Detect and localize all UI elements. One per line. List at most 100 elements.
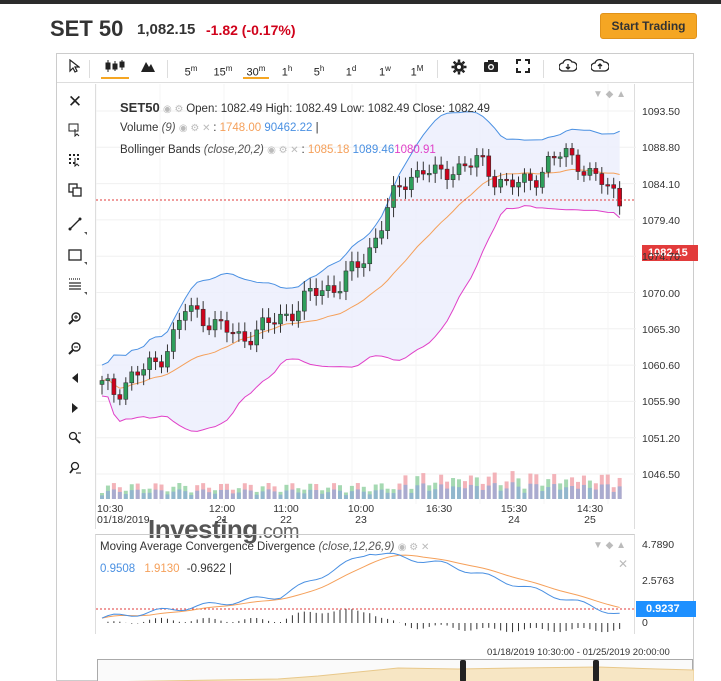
start-trading-button[interactable]: Start Trading bbox=[600, 13, 697, 39]
price-axis-label: 1046.50 bbox=[642, 469, 680, 481]
macd-signal-value: 1.9130 bbox=[144, 563, 180, 575]
macd-panel-controls-icon[interactable]: ▼ ◆ ▲ bbox=[593, 540, 627, 551]
rectangle-icon[interactable] bbox=[65, 246, 85, 266]
macd-legend: Moving Average Convergence Divergence (c… bbox=[100, 541, 429, 553]
fullscreen-icon[interactable] bbox=[513, 59, 533, 79]
last-price: 1,082.15 bbox=[137, 21, 196, 38]
navigator-canvas bbox=[127, 666, 694, 681]
interval-1h[interactable]: 1h bbox=[281, 64, 293, 79]
price-chart[interactable]: Investing.com SET50 ◉ ⚙ Open: 1082.49 Hi… bbox=[95, 84, 636, 544]
price-axis-label: 1088.80 bbox=[642, 142, 680, 155]
volume-value-1: 1748.00 bbox=[219, 122, 262, 134]
trendline-icon[interactable] bbox=[65, 216, 85, 236]
legend-bollinger: Bollinger Bands (close,20,2) ◉ ⚙ ✕ : 108… bbox=[120, 144, 436, 156]
chart-widget: 5m 15m 30m 1h 5h 1d 1w 1M ✕ bbox=[56, 53, 698, 681]
bb-value-upper: 1089.46 bbox=[352, 144, 395, 156]
macd-panel[interactable]: Moving Average Convergence Divergence (c… bbox=[95, 534, 636, 634]
cloud-download-icon[interactable] bbox=[557, 58, 579, 79]
submenu-triangle-icon bbox=[84, 262, 87, 265]
interval-1w[interactable]: 1w bbox=[379, 64, 391, 79]
macd-axis-label: 0 bbox=[642, 617, 648, 629]
chart-toolbar: 5m 15m 30m 1h 5h 1d 1w 1M bbox=[57, 54, 693, 83]
bb-param: (close,20,2) bbox=[203, 144, 264, 156]
submenu-triangle-icon bbox=[84, 232, 87, 235]
macd-param: (close,12,26,9) bbox=[318, 541, 395, 553]
navigator-left-handle[interactable] bbox=[460, 660, 466, 681]
submenu-triangle-icon bbox=[84, 292, 87, 295]
settings-gear-icon[interactable] bbox=[449, 59, 469, 79]
interval-15m[interactable]: 15m bbox=[213, 64, 233, 79]
navigator-right-handle[interactable] bbox=[593, 660, 599, 681]
macd-axis-label: 4.7890 bbox=[642, 539, 675, 551]
fibonacci-lines-icon[interactable] bbox=[65, 276, 85, 296]
copy-icon[interactable] bbox=[65, 182, 85, 202]
time-axis-label: 12:00 21 bbox=[208, 503, 236, 526]
area-chart-icon[interactable] bbox=[137, 59, 159, 79]
zoom-reset-icon[interactable] bbox=[65, 460, 85, 480]
price-axis-label: 1060.60 bbox=[642, 360, 680, 373]
eye-icon[interactable]: ◉ ⚙ ✕ bbox=[267, 145, 302, 156]
close-x-icon[interactable]: ✕ bbox=[67, 92, 83, 111]
volume-value-2: 90462.22 bbox=[264, 122, 313, 134]
time-axis[interactable]: 10:30 01/18/2019 12:00 21 11:00 22 10:00 23 16:3… bbox=[95, 504, 635, 532]
toolbar-separator bbox=[89, 60, 90, 78]
navigator-range: 01/18/2019 10:30:00 - 01/25/2019 20:00:0… bbox=[487, 647, 670, 658]
symbol-name: SET 50 bbox=[50, 16, 124, 41]
price-axis-label: 1065.30 bbox=[642, 323, 680, 336]
price-axis-label: 1079.40 bbox=[642, 214, 680, 227]
legend-volume: Volume (9) ◉ ⚙ ✕ : 1748.00 90462.22 | bbox=[120, 122, 319, 134]
eye-icon[interactable]: ◉ ⚙ ✕ bbox=[397, 542, 430, 553]
quote-header: SET 50 1,082.15 -1.82 (-0.17%) Start Tra… bbox=[0, 4, 721, 50]
macd-axis-label: 2.5763 bbox=[642, 575, 675, 587]
cloud-upload-icon[interactable] bbox=[589, 58, 611, 79]
scroll-right-icon[interactable] bbox=[65, 400, 85, 420]
drawing-tools: ✕ bbox=[57, 84, 93, 524]
price-axis-label: 1070.00 bbox=[642, 287, 680, 300]
price-change: -1.82 (-0.17%) bbox=[206, 22, 296, 38]
price-axis-label: 1055.90 bbox=[642, 396, 680, 409]
camera-icon[interactable] bbox=[481, 59, 501, 79]
scroll-left-icon[interactable] bbox=[65, 370, 85, 390]
macd-value: 0.9508 bbox=[100, 563, 136, 575]
price-axis-label: 1074.70 bbox=[642, 251, 680, 264]
interval-5h[interactable]: 5h bbox=[313, 64, 325, 79]
watermark-brand: Investing bbox=[148, 514, 258, 544]
zoom-in-icon[interactable] bbox=[65, 310, 85, 330]
eye-icon[interactable]: ◉ ⚙ bbox=[162, 104, 187, 115]
legend-ohlc: Open: 1082.49 High: 1082.49 Low: 1082.49… bbox=[186, 103, 490, 115]
eraser-cursor-icon[interactable] bbox=[65, 122, 85, 142]
zoom-area-icon[interactable] bbox=[65, 430, 85, 450]
price-axis-label: 1051.20 bbox=[642, 432, 680, 445]
macd-close-icon[interactable]: ✕ bbox=[618, 557, 629, 571]
volume-param: (9) bbox=[161, 122, 176, 134]
navigator-scrollbar[interactable] bbox=[97, 659, 694, 681]
time-axis-label: 10:00 23 bbox=[347, 503, 375, 526]
macd-current-tag: 0.9237 bbox=[636, 601, 696, 617]
top-bar bbox=[0, 0, 721, 4]
toolbar-separator bbox=[437, 60, 438, 78]
time-axis-label: 10:30 01/18/2019 bbox=[97, 503, 150, 526]
time-axis-label: 16:30 bbox=[425, 503, 453, 515]
interval-1M[interactable]: 1M bbox=[410, 64, 424, 79]
interval-30m[interactable]: 30m bbox=[243, 59, 269, 79]
cursor-icon[interactable] bbox=[65, 58, 83, 79]
legend-main: SET50 ◉ ⚙ Open: 1082.49 High: 1082.49 Lo… bbox=[120, 100, 490, 115]
current-price-tag: 1082.15 bbox=[642, 245, 698, 261]
toolbar-separator bbox=[543, 60, 544, 78]
interval-5m[interactable]: 5m bbox=[184, 64, 198, 79]
magnet-grid-icon[interactable] bbox=[65, 152, 85, 172]
price-chart-canvas bbox=[96, 84, 636, 504]
candlestick-icon[interactable] bbox=[101, 59, 129, 79]
volume-label: Volume bbox=[120, 122, 159, 134]
toolbar-separator bbox=[167, 60, 168, 78]
macd-canvas bbox=[96, 552, 636, 633]
eye-icon[interactable]: ◉ ⚙ ✕ bbox=[178, 123, 214, 134]
bb-value-lower: 1080.91 bbox=[394, 144, 436, 156]
panel-controls-icon[interactable]: ▼ ◆ ▲ bbox=[593, 89, 627, 100]
price-axis[interactable]: 1082.15 1093.50 1088.80 1084.10 1079.40 1074… bbox=[636, 84, 698, 529]
legend-symbol: SET50 bbox=[120, 100, 160, 115]
interval-1d[interactable]: 1d bbox=[345, 64, 357, 79]
zoom-out-icon[interactable] bbox=[65, 340, 85, 360]
macd-title: Moving Average Convergence Divergence bbox=[100, 541, 316, 553]
price-axis-label: 1084.10 bbox=[642, 178, 680, 191]
